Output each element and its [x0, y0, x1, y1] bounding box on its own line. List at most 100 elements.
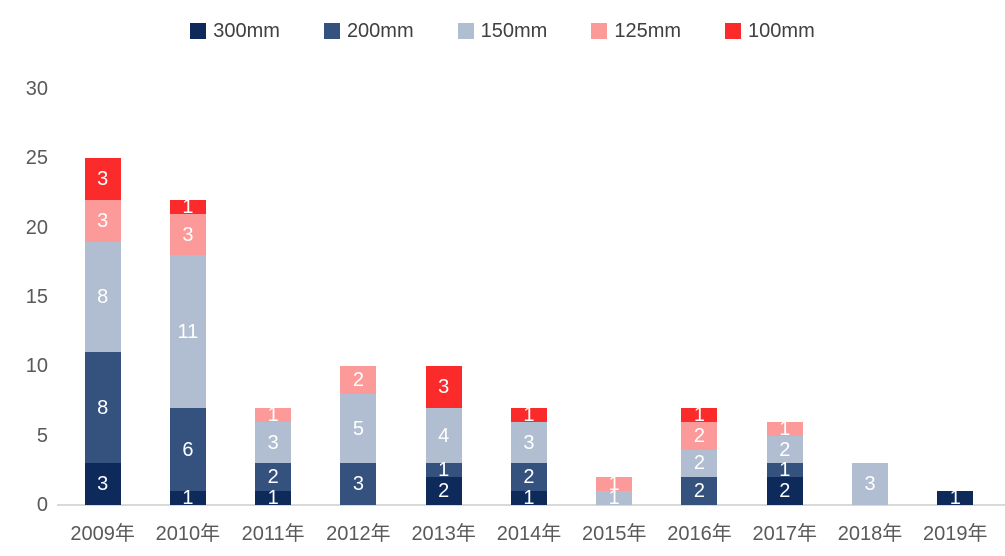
y-tick-label-10: 10: [25, 355, 48, 378]
segment-150mm: 4: [425, 407, 462, 464]
segment-200mm: 1: [425, 460, 462, 480]
data-label: 3: [864, 473, 876, 496]
legend-swatch-icon: [591, 23, 608, 39]
segment-300mm: 3: [84, 463, 121, 505]
segment-125mm: 2: [340, 366, 377, 395]
data-label: 2: [693, 424, 706, 447]
data-label: 1: [608, 487, 620, 510]
segment-200mm: 8: [84, 352, 121, 464]
x-axis-label-2010年: 2010年: [155, 523, 221, 545]
data-label: 3: [438, 376, 450, 399]
legend-swatch-icon: [725, 23, 742, 39]
data-label: 3: [523, 431, 535, 454]
x-axis-label-2017年: 2017年: [752, 523, 818, 545]
stacked-bar: 3 5 2: [340, 366, 377, 505]
stacked-bar: 3: [852, 463, 889, 505]
legend-item-125mm: 125mm: [591, 20, 681, 42]
x-axis-line: [57, 504, 1005, 506]
legend-item-150mm: 150mm: [457, 20, 548, 42]
segment-100mm: 1: [681, 403, 718, 426]
data-label: 1: [693, 403, 706, 426]
x-axis-label-2015年: 2015年: [581, 523, 647, 545]
segment-150mm: 5: [340, 394, 377, 464]
legend-item-100mm: 100mm: [725, 20, 815, 42]
data-label: 1: [608, 473, 620, 496]
segment-125mm: 1: [596, 473, 633, 496]
y-tick-label-25: 25: [25, 147, 48, 170]
y-tick-label-15: 15: [25, 286, 48, 308]
data-label: 2: [267, 466, 279, 489]
legend-label: 125mm: [614, 20, 682, 42]
data-label: 2: [693, 452, 706, 475]
segment-300mm: 1: [510, 487, 547, 510]
y-tick-label-0: 0: [36, 494, 48, 516]
data-label: 2: [779, 438, 791, 461]
data-label: 11: [177, 320, 199, 343]
stacked-bar: 3 8 8 3 3: [84, 158, 121, 505]
legend-label: 200mm: [346, 20, 414, 42]
segment-200mm: 6: [169, 407, 206, 492]
segment-150mm: 1: [596, 487, 633, 510]
data-label: 3: [182, 223, 194, 246]
segment-200mm: 1: [766, 460, 803, 480]
data-label: 2: [779, 480, 791, 503]
segment-150mm: 3: [255, 421, 292, 464]
data-label: 1: [523, 487, 535, 510]
legend-swatch-icon: [190, 23, 207, 39]
data-label: 5: [352, 417, 364, 440]
legend-label: 100mm: [748, 20, 815, 42]
segment-200mm: 2: [681, 477, 718, 505]
segment-100mm: 3: [425, 366, 462, 408]
data-label: 2: [523, 466, 535, 489]
data-label: 3: [97, 168, 109, 191]
data-label: 1: [523, 403, 535, 426]
legend-item-300mm: 300mm: [190, 20, 280, 42]
data-label: 1: [779, 417, 791, 440]
y-tick-label-5: 5: [36, 424, 48, 447]
segment-300mm: 2: [425, 477, 462, 505]
data-label: 1: [182, 195, 194, 218]
data-label: 4: [438, 424, 450, 447]
data-label: 8: [97, 286, 109, 309]
segment-125mm: 3: [84, 199, 121, 242]
x-axis-label-2019年: 2019年: [923, 523, 988, 545]
data-label: 3: [352, 473, 364, 496]
stacked-bar: 1: [937, 488, 974, 508]
segment-200mm: 2: [255, 463, 292, 492]
legend-label: 150mm: [480, 20, 548, 42]
data-label: 1: [267, 487, 279, 510]
segment-150mm: 2: [681, 449, 718, 478]
data-label: 3: [267, 431, 279, 454]
legend-swatch-icon: [323, 23, 340, 39]
x-axis-label-2013年: 2013年: [411, 523, 476, 545]
segment-300mm: 1: [169, 487, 206, 510]
data-label: 2: [693, 480, 706, 503]
segment-150mm: 3: [852, 463, 889, 505]
segment-125mm: 1: [255, 405, 292, 425]
bar-column-2009年: 3 8 8 3 3: [60, 158, 145, 505]
segment-150mm: 11: [169, 255, 206, 408]
segment-300mm: 2: [766, 477, 803, 505]
segment-300mm: 1: [255, 487, 292, 510]
data-label: 6: [182, 438, 194, 461]
x-axis-label-2009年: 2009年: [70, 523, 135, 545]
segment-100mm: 1: [510, 403, 547, 426]
segment-200mm: 2: [510, 463, 547, 492]
plot-area: 3 8 8 3 3 1 6 11 3 1 1 2 3 1 3 5 2 2 1 4 3 1 2 3 1 1 1 2 2 2 1 2 1 2 1 3 1: [60, 75, 998, 510]
segment-150mm: 8: [84, 241, 121, 353]
data-label: 1: [182, 487, 194, 510]
data-label: 2: [438, 480, 450, 503]
x-axis-label-2012年: 2012年: [326, 523, 391, 545]
data-label: 8: [97, 396, 109, 419]
